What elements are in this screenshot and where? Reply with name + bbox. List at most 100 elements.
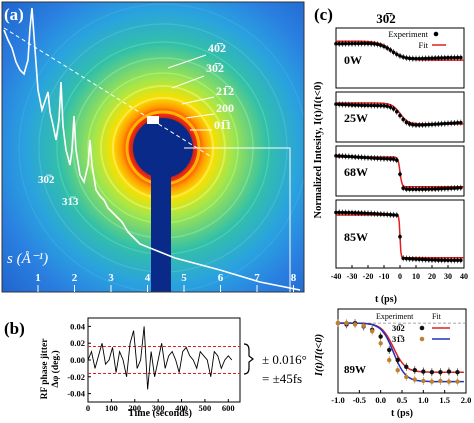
- data-point: [443, 186, 447, 191]
- axis-label-s: s (Å⁻¹): [7, 251, 48, 267]
- xtick-label: -20: [363, 272, 374, 281]
- data-point: [446, 258, 450, 263]
- ring-labels: 40̅2 30̅2 21̅2 200 01̅1: [206, 41, 234, 132]
- axis-tick-label: 1: [35, 272, 41, 284]
- xtick-label: 10: [412, 272, 420, 281]
- xtick-label: 40: [460, 272, 468, 281]
- data-point: [395, 367, 400, 373]
- data-point: [449, 55, 454, 60]
- panel-c-title: 30̅2: [376, 11, 396, 26]
- panel-c: (c) 30̅2 Normalized Intesity, I(t)/I(t<0…: [313, 5, 468, 305]
- data-point: [449, 186, 454, 191]
- data-point: [379, 212, 383, 216]
- subplot-frame: [335, 27, 465, 89]
- data-point: [363, 211, 367, 216]
- legend-experiment-label: Experiment: [388, 29, 428, 39]
- data-point: [343, 102, 348, 107]
- panel-d-frame: [337, 308, 467, 394]
- panel-c-subplots: 0W 25W 68W 85W: [334, 27, 465, 269]
- data-point: [353, 103, 358, 107]
- data-point: [340, 154, 345, 158]
- xtick-label: 400: [175, 403, 188, 413]
- data-point: [452, 258, 457, 263]
- data-point: [439, 186, 444, 191]
- data-point: [334, 41, 338, 46]
- xtick-label: -30: [347, 272, 358, 281]
- data-point: [404, 120, 409, 125]
- data-point: [398, 113, 402, 118]
- data-point: [347, 154, 351, 159]
- data-point: [334, 102, 338, 106]
- data-point: [350, 41, 354, 46]
- data-point: [361, 323, 366, 328]
- data-point: [387, 347, 392, 353]
- data-point: [443, 121, 447, 126]
- data-point: [350, 103, 354, 107]
- data-point: [356, 155, 361, 159]
- xtick-label: -10: [379, 272, 390, 281]
- data-point: [407, 122, 412, 126]
- peak-label-302: 30̅2: [38, 174, 55, 186]
- data-point: [343, 41, 348, 46]
- jitter-annotation-deg: ± 0.016°: [262, 352, 307, 367]
- data-point: [433, 187, 438, 191]
- panel-a-label: (a): [4, 5, 24, 24]
- data-point: [337, 41, 342, 46]
- legend-marker-302: [419, 325, 425, 331]
- data-point: [340, 41, 345, 46]
- peak-label-313: 31̅3: [62, 196, 79, 208]
- data-point: [449, 121, 454, 125]
- data-point: [421, 369, 426, 374]
- data-point: [446, 186, 450, 191]
- panel-b-ylabel-1: RF phase jitter: [40, 338, 50, 400]
- data-point: [366, 211, 370, 216]
- data-point: [369, 156, 374, 160]
- ring-label: 40̅2: [208, 41, 226, 55]
- data-point: [404, 374, 409, 380]
- data-point: [414, 56, 418, 61]
- ring-label: 01̅1: [214, 118, 231, 132]
- xtick-label: 0: [398, 272, 402, 281]
- data-point: [429, 370, 435, 375]
- panel-a: (a) s (Å⁻¹) 40̅2 30̅2 21̅2 200 01̅1 30̅2 31̅…: [1, 1, 305, 293]
- data-point: [372, 211, 377, 216]
- data-point: [391, 50, 396, 55]
- data-point: [375, 156, 380, 161]
- data-point: [414, 123, 418, 127]
- jitter-series-line: [87, 326, 233, 390]
- data-point: [404, 364, 409, 370]
- data-point: [439, 121, 444, 126]
- subplot-label: 25W: [344, 111, 368, 125]
- panel-d-points: [335, 319, 460, 386]
- data-point: [414, 187, 418, 192]
- data-point: [369, 41, 374, 46]
- data-point: [350, 210, 354, 215]
- data-point: [430, 56, 434, 61]
- panel-d-xticks: -1.0 -0.5 0.0 0.5 1.0 1.5 2.0: [331, 390, 471, 405]
- data-point: [420, 56, 425, 61]
- data-point: [401, 186, 406, 190]
- data-point: [436, 258, 441, 262]
- panel-b-xlabel: Time (seconds): [128, 408, 192, 418]
- data-point: [382, 156, 386, 161]
- xtick-label: 1.5: [439, 395, 450, 405]
- data-point: [407, 256, 412, 261]
- data-point: [459, 185, 463, 190]
- data-point: [446, 379, 452, 384]
- data-point: [359, 41, 364, 46]
- panel-c-label: (c): [314, 5, 333, 24]
- data-point: [388, 212, 393, 217]
- data-point: [356, 103, 361, 107]
- legend-experiment-marker: [433, 31, 439, 37]
- subplot-label: 68W: [344, 165, 368, 179]
- xtick-label: 0.0: [375, 395, 386, 405]
- data-point: [382, 104, 386, 108]
- data-point: [412, 367, 417, 373]
- data-point: [411, 257, 415, 261]
- xtick-label: 0: [86, 403, 90, 413]
- ring-label: 200: [216, 101, 234, 115]
- data-point: [433, 56, 438, 60]
- data-point: [378, 334, 383, 339]
- panel-c-legend: Experiment Fit: [388, 29, 446, 50]
- data-point: [459, 55, 463, 60]
